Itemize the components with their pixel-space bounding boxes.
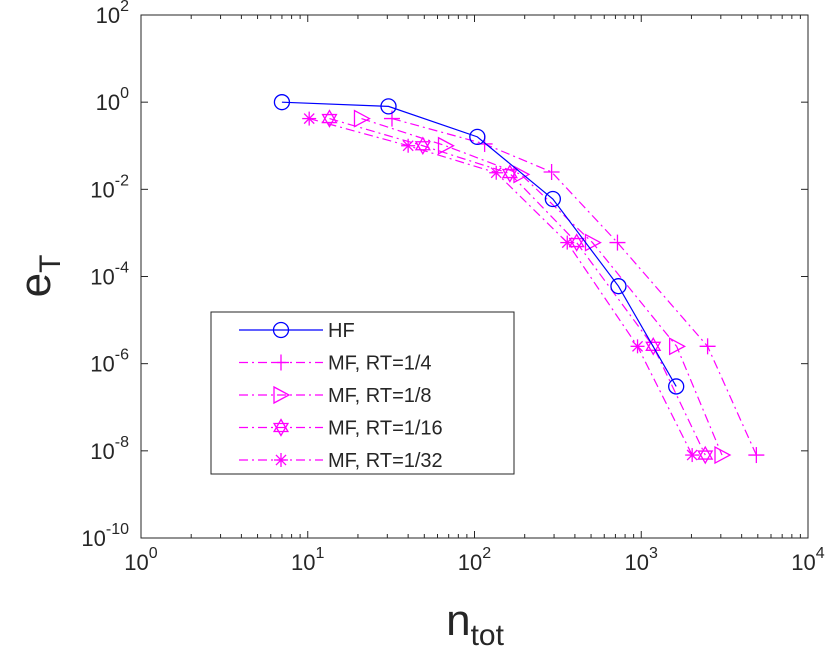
y-tick: 102 bbox=[96, 0, 808, 28]
data-point bbox=[645, 337, 662, 356]
x-tick-label: 103 bbox=[625, 545, 658, 575]
data-point bbox=[273, 94, 291, 111]
legend-entry: MF, RT=1/8 bbox=[239, 385, 432, 407]
y-tick-label: 10-6 bbox=[90, 347, 129, 377]
legend-entry: MF, RT=1/16 bbox=[239, 418, 443, 440]
svg-text:ntot: ntot bbox=[446, 596, 505, 651]
data-point bbox=[353, 109, 371, 128]
data-point bbox=[489, 165, 504, 180]
y-tick-label: 10-4 bbox=[90, 260, 129, 290]
x-tick: 101 bbox=[291, 15, 325, 575]
series-line bbox=[361, 118, 723, 456]
legend-label: MF, RT=1/8 bbox=[328, 385, 432, 407]
plot-area: 100 101 102 103 104 10-1010-810-610-410-2100… bbox=[81, 0, 824, 575]
x-tick-label: 100 bbox=[124, 545, 157, 575]
series-line bbox=[309, 118, 693, 456]
data-point bbox=[380, 98, 397, 115]
y-tick: 10-8 bbox=[90, 434, 808, 464]
legend-label: HF bbox=[328, 320, 355, 342]
data-point bbox=[668, 378, 685, 395]
x-tick: 104 bbox=[791, 15, 825, 575]
legend-entries: HF MF, RT=1/4 MF, RT=1/8 MF, RT=1/16 MF, RT=… bbox=[239, 320, 443, 472]
legend-marker bbox=[273, 354, 289, 371]
legend-label: MF, RT=1/4 bbox=[328, 353, 432, 375]
legend-box bbox=[210, 311, 515, 475]
y-tick: 10-4 bbox=[90, 260, 808, 290]
y-tick: 10-10 bbox=[81, 521, 808, 551]
x-tick-label: 102 bbox=[458, 545, 491, 575]
y-tick: 100 bbox=[96, 85, 808, 115]
y-label-subscript: T bbox=[34, 255, 67, 273]
y-tick-label: 100 bbox=[96, 85, 129, 115]
series-line bbox=[391, 118, 757, 456]
data-point bbox=[501, 164, 518, 183]
y-tick-label: 10-10 bbox=[81, 521, 129, 551]
legend-entry: MF, RT=1/4 bbox=[239, 353, 432, 375]
series-line bbox=[329, 118, 706, 456]
series bbox=[353, 109, 732, 465]
x-tick-label: 104 bbox=[791, 545, 824, 575]
legend-marker bbox=[274, 453, 288, 467]
legend-entry: MF, RT=1/32 bbox=[239, 450, 443, 472]
data-point bbox=[685, 448, 700, 463]
data-point bbox=[699, 338, 716, 355]
x-tick: 102 bbox=[458, 15, 491, 575]
x-ticks: 100 101 102 103 104 bbox=[124, 15, 825, 575]
y-tick-label: 102 bbox=[96, 0, 129, 28]
data-point bbox=[469, 128, 486, 146]
x-label-main: n bbox=[446, 596, 470, 645]
svg-text:eT: eT bbox=[11, 255, 67, 298]
y-tick: 10-6 bbox=[90, 347, 808, 377]
data-point bbox=[544, 190, 561, 208]
data-point bbox=[748, 447, 765, 464]
data-point bbox=[321, 109, 338, 128]
data-point bbox=[568, 233, 585, 252]
y-tick-label: 10-8 bbox=[90, 434, 129, 464]
data-point bbox=[302, 111, 317, 126]
series bbox=[273, 94, 685, 395]
series-layer bbox=[273, 94, 765, 465]
legend: HF MF, RT=1/4 MF, RT=1/8 MF, RT=1/16 MF, RT=… bbox=[210, 311, 515, 475]
data-point bbox=[609, 234, 626, 251]
data-point bbox=[437, 136, 455, 155]
y-tick-label: 10-2 bbox=[90, 172, 129, 202]
data-point bbox=[543, 163, 560, 180]
series-line bbox=[281, 101, 677, 387]
data-point bbox=[668, 337, 687, 356]
data-point bbox=[401, 138, 416, 153]
legend-label: MF, RT=1/16 bbox=[328, 418, 443, 440]
data-point bbox=[630, 339, 645, 354]
data-point bbox=[610, 278, 627, 295]
y-tick: 10-2 bbox=[90, 172, 808, 202]
y-ticks: 10-10 10-8 10-6 10-4 10-2 100 102 bbox=[81, 0, 808, 551]
legend-marker bbox=[272, 418, 290, 437]
y-axis-label: eT bbox=[11, 255, 67, 298]
x-tick: 103 bbox=[625, 15, 658, 575]
data-point bbox=[714, 445, 732, 465]
legend-marker bbox=[273, 385, 291, 405]
x-axis-label: ntot bbox=[446, 596, 505, 652]
x-tick-label: 101 bbox=[291, 545, 324, 575]
y-label-main: e bbox=[11, 273, 60, 297]
data-point bbox=[560, 235, 575, 250]
x-label-subscript: tot bbox=[471, 619, 505, 651]
data-point bbox=[697, 445, 714, 465]
legend-label: MF, RT=1/32 bbox=[328, 450, 443, 472]
series bbox=[302, 111, 700, 463]
legend-entry: HF bbox=[239, 320, 355, 342]
x-tick: 100 bbox=[124, 15, 158, 575]
legend-marker bbox=[272, 321, 290, 339]
